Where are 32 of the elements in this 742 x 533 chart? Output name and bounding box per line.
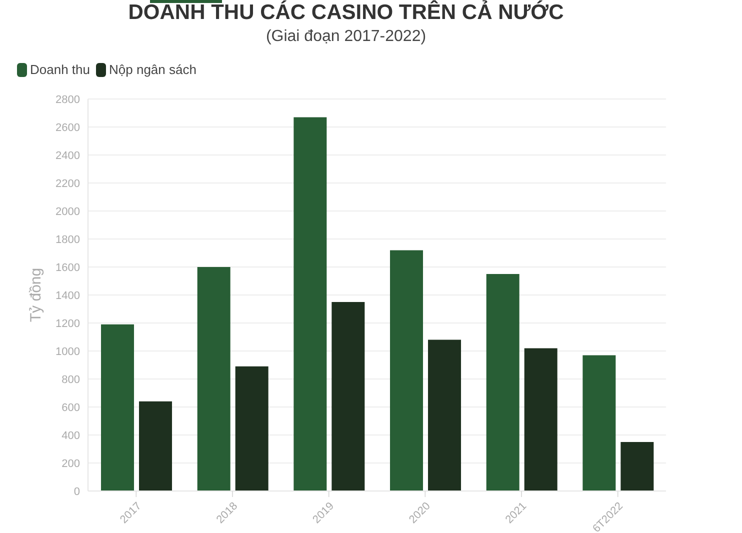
legend-label: Nộp ngân sách xyxy=(109,62,196,78)
bar xyxy=(139,401,172,491)
bar xyxy=(235,366,268,491)
y-tick-label: 1600 xyxy=(56,262,80,274)
bar xyxy=(582,355,616,491)
y-tick-label: 400 xyxy=(62,430,80,442)
chart-subtitle: (Giai đoạn 2017-2022) xyxy=(264,27,428,47)
bar xyxy=(428,340,462,491)
y-tick-label: 2200 xyxy=(56,178,80,190)
bar xyxy=(197,267,230,491)
y-axis-title: Tỷ đồng xyxy=(27,268,44,322)
legend-label: Doanh thu xyxy=(30,62,90,78)
y-tick-label: 2800 xyxy=(56,94,80,106)
y-tick-label: 0 xyxy=(74,486,80,498)
y-tick-label: 2400 xyxy=(56,150,80,162)
bar xyxy=(390,250,424,491)
y-tick-label: 1400 xyxy=(56,290,80,302)
chart-title: DOANH THU CÁC CASINO TRÊN CẢ NƯỚC xyxy=(127,1,565,25)
y-tick-label: 2000 xyxy=(56,206,80,218)
bar xyxy=(294,117,327,491)
y-tick-label: 600 xyxy=(62,402,80,414)
y-tick-label: 1800 xyxy=(56,234,80,246)
bar xyxy=(332,302,365,491)
y-tick-label: 200 xyxy=(62,458,80,470)
bar xyxy=(620,442,654,491)
bar xyxy=(101,324,134,491)
y-tick-label: 2600 xyxy=(56,122,80,134)
y-tick-label: 800 xyxy=(62,374,80,386)
y-tick-label: 1000 xyxy=(56,346,80,358)
y-tick-label: 1200 xyxy=(56,318,80,330)
bar xyxy=(524,348,558,491)
bar xyxy=(486,274,520,491)
